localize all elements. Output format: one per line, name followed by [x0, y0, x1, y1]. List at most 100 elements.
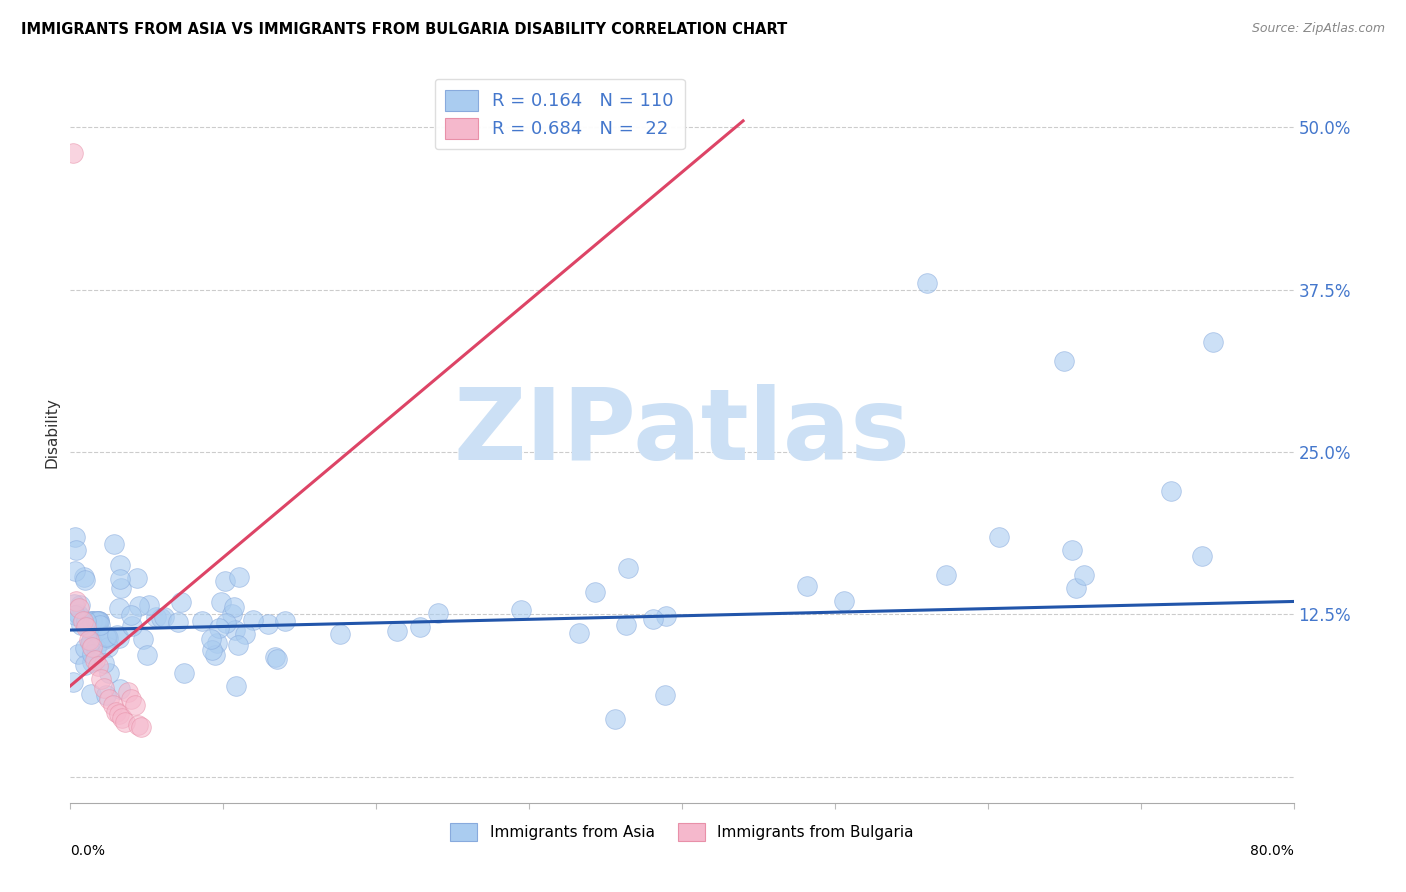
Point — [228, 638, 250, 652]
Text: Source: ZipAtlas.com: Source: ZipAtlas.com — [1251, 22, 1385, 36]
Point — [66, 647, 89, 661]
Point — [209, 595, 232, 609]
Point — [79, 636, 101, 650]
Point — [69, 610, 91, 624]
Point — [82, 614, 104, 628]
Point — [150, 611, 173, 625]
Point — [80, 655, 103, 669]
Point — [221, 607, 243, 622]
Point — [329, 626, 352, 640]
Point — [145, 610, 167, 624]
Point — [200, 643, 222, 657]
Point — [84, 614, 107, 628]
Point — [654, 609, 676, 624]
Point — [568, 625, 591, 640]
Point — [127, 718, 149, 732]
Point — [80, 647, 103, 661]
Point — [1191, 549, 1213, 563]
Point — [90, 673, 112, 687]
Point — [107, 628, 129, 642]
Point — [69, 599, 91, 613]
Point — [108, 707, 131, 722]
Point — [89, 614, 111, 628]
Point — [69, 601, 91, 615]
Point — [86, 614, 108, 628]
Point — [65, 594, 87, 608]
Point — [200, 632, 222, 646]
Point — [641, 612, 664, 626]
Point — [1160, 484, 1182, 499]
Point — [191, 614, 214, 628]
Point — [93, 656, 115, 670]
Point — [128, 599, 150, 614]
Point — [264, 650, 287, 665]
Point — [97, 692, 120, 706]
Point — [62, 146, 84, 161]
Point — [108, 572, 131, 586]
Point — [75, 616, 97, 631]
Point — [117, 685, 139, 699]
Point — [207, 636, 229, 650]
Point — [1202, 334, 1225, 349]
Point — [233, 627, 256, 641]
Point — [124, 698, 146, 713]
Point — [169, 595, 191, 609]
Point — [136, 648, 159, 662]
Point — [108, 558, 131, 572]
Point — [89, 614, 111, 628]
Point — [915, 277, 938, 291]
Point — [274, 614, 297, 628]
Point — [105, 705, 128, 719]
Point — [214, 615, 236, 630]
Legend: Immigrants from Asia, Immigrants from Bulgaria: Immigrants from Asia, Immigrants from Bu… — [444, 817, 920, 847]
Point — [385, 624, 408, 639]
Point — [63, 597, 86, 611]
Point — [114, 715, 136, 730]
Point — [409, 620, 432, 634]
Point — [1064, 582, 1087, 596]
Point — [93, 681, 115, 696]
Point — [75, 615, 97, 629]
Point — [131, 632, 153, 646]
Point — [427, 606, 450, 620]
Point — [110, 581, 132, 595]
Point — [796, 579, 818, 593]
Point — [62, 675, 84, 690]
Point — [173, 665, 195, 680]
Point — [63, 529, 86, 543]
Point — [72, 614, 94, 628]
Text: IMMIGRANTS FROM ASIA VS IMMIGRANTS FROM BULGARIA DISABILITY CORRELATION CHART: IMMIGRANTS FROM ASIA VS IMMIGRANTS FROM … — [21, 22, 787, 37]
Point — [228, 570, 250, 584]
Point — [121, 619, 143, 633]
Point — [66, 607, 89, 621]
Point — [583, 584, 606, 599]
Y-axis label: Disability: Disability — [44, 397, 59, 468]
Point — [94, 630, 117, 644]
Point — [80, 687, 103, 701]
Point — [225, 679, 247, 693]
Point — [89, 617, 111, 632]
Point — [222, 600, 245, 615]
Point — [603, 712, 626, 726]
Point — [70, 618, 93, 632]
Point — [266, 652, 288, 666]
Point — [63, 608, 86, 623]
Point — [1073, 568, 1095, 582]
Point — [167, 615, 190, 630]
Point — [79, 621, 101, 635]
Point — [832, 594, 855, 608]
Point — [103, 537, 125, 551]
Point — [935, 568, 957, 582]
Point — [108, 631, 131, 645]
Point — [204, 648, 226, 662]
Point — [97, 640, 120, 654]
Point — [257, 616, 280, 631]
Point — [90, 634, 112, 648]
Point — [96, 688, 118, 702]
Point — [87, 659, 110, 673]
Point — [129, 721, 152, 735]
Point — [214, 574, 236, 588]
Point — [80, 614, 103, 628]
Point — [97, 631, 120, 645]
Point — [224, 623, 246, 637]
